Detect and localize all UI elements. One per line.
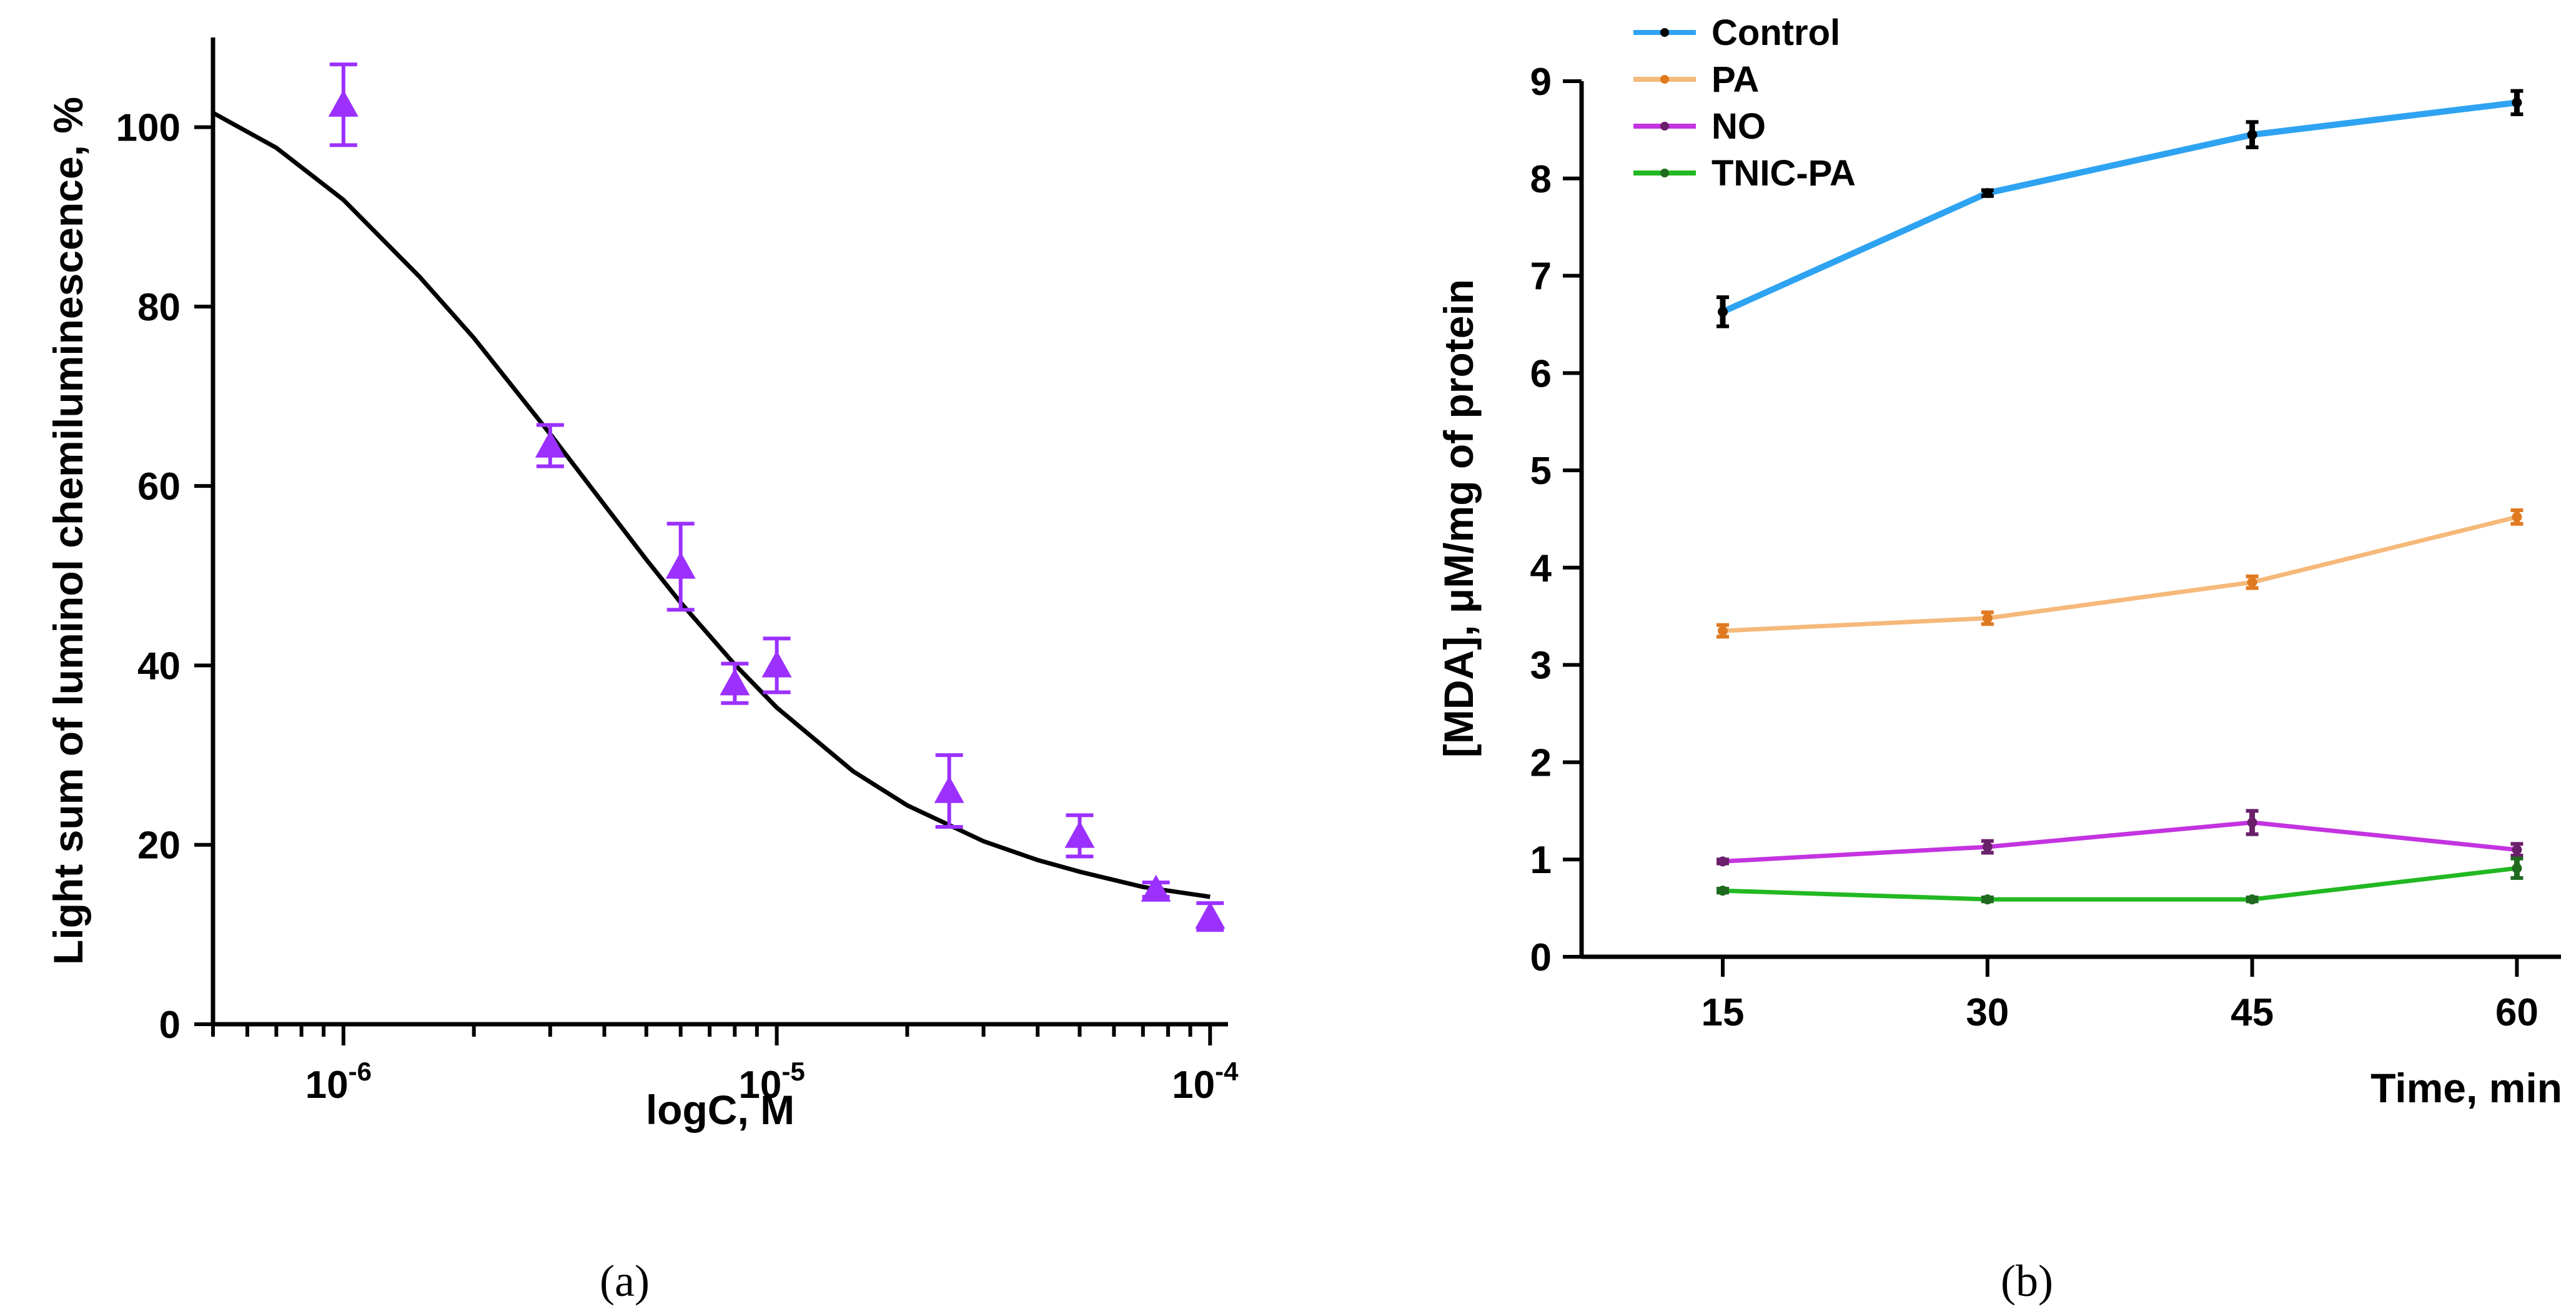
chart-a-triangle-marker [1064, 821, 1095, 848]
chart-b-y-tick-label: 2 [1530, 741, 1552, 784]
chart-b-point [2512, 863, 2522, 874]
chart-b-legend-label: NO [1712, 106, 1766, 147]
chart-b-point [1718, 626, 1728, 636]
chart-b-legend-label: Control [1712, 12, 1840, 53]
chart-b-point [2247, 577, 2257, 588]
chart-a-point [1141, 874, 1171, 902]
chart-a-x-axis-title: logC, M [646, 1087, 795, 1133]
chart-b-legend-item: NO [1633, 106, 1766, 147]
chart-b-y-tick-label: 6 [1530, 352, 1552, 395]
chart-b-legend-marker [1660, 122, 1669, 131]
chart-b-y-tick-label: 1 [1530, 839, 1552, 882]
chart-a-x-tick-base: 10 [305, 1064, 349, 1107]
chart-b-series-pa [1717, 508, 2524, 639]
chart-a-x-tick-exponent: -6 [349, 1057, 372, 1086]
chart-b-point [1718, 307, 1728, 317]
chart-a-y-tick-label: 0 [159, 1004, 181, 1047]
chart-b-y-tick-label: 5 [1530, 450, 1552, 493]
chart-b-series-line [1722, 820, 2517, 864]
chart-a-y-tick-label: 20 [137, 824, 181, 867]
chart-a-point [761, 636, 792, 694]
chart-a-point [720, 661, 750, 705]
chart-b-y-tick-label: 3 [1530, 645, 1552, 688]
chart-b-legend-item: TNIC-PA [1633, 153, 1856, 194]
chart-b-point [2247, 894, 2257, 905]
chart-b-point [2247, 129, 2257, 140]
chart-b-legend-label: TNIC-PA [1712, 153, 1856, 194]
chart-b-series-line [1722, 515, 2518, 633]
chart-b-x-axis-title: Time, min [2370, 1065, 2562, 1111]
chart-a-point [665, 521, 696, 612]
chart-b-point [1718, 886, 1728, 896]
chart-a-x-tick-base: 10 [738, 1064, 781, 1107]
chart-a-point [328, 62, 359, 147]
chart-b-point [1982, 841, 1993, 852]
chart-a-triangle-marker [720, 668, 750, 696]
chart-a-fit-curve [212, 111, 1211, 899]
chart-b-legend-label: PA [1712, 59, 1759, 100]
chart-b-legend: Control PA NO TNIC-PA [1633, 12, 1856, 194]
chart-a-y-axis-title: Light sum of luminol chemiluminescence, … [45, 97, 91, 965]
chart-a-point [934, 753, 964, 829]
chart-b-point [2512, 97, 2522, 108]
chart-a-triangle-marker [535, 430, 565, 458]
chart-a-triangle-marker [665, 551, 696, 579]
chart-b-y-tick-label: 9 [1530, 61, 1552, 104]
chart-b-x-tick-label: 60 [2495, 991, 2539, 1034]
chart-b-y-tick-label: 8 [1530, 158, 1552, 201]
chart-a-triangle-marker [328, 89, 359, 117]
chart-b-x-tick-label: 15 [1702, 991, 1745, 1034]
chart-a-x-tick-exponent: -4 [1215, 1057, 1239, 1086]
chart-b-legend-item: PA [1633, 59, 1759, 100]
chart-a-point [1195, 901, 1226, 932]
chart-b-point [1982, 188, 1993, 199]
chart-a-triangle-marker [1195, 901, 1226, 929]
chart-a-x-tick-label: 10-5 [738, 1057, 805, 1107]
chart-b-x-tick-label: 45 [2231, 991, 2274, 1034]
chart-b-y-axis-title: [MDA], μM/mg of protein [1435, 279, 1482, 758]
chart-a-point [1064, 813, 1095, 859]
chart-a-y-tick-label: 40 [137, 645, 181, 688]
chart-a-y-tick-label: 60 [137, 465, 181, 508]
chart-b-point [2247, 818, 2257, 828]
chart-b-point [2512, 844, 2522, 855]
chart-b-series-control [1717, 89, 2524, 328]
chart-b-series-line [1721, 99, 2518, 315]
chart-a-triangle-marker [934, 776, 964, 803]
chart-a-point [535, 423, 565, 468]
chart-a-triangle-marker [1141, 874, 1171, 902]
chart-a-x-tick-base: 10 [1172, 1064, 1215, 1107]
chart-b-y-tick-label: 4 [1530, 547, 1552, 590]
chart-b-y-tick-label: 7 [1530, 255, 1552, 299]
chart-b-point [2512, 511, 2522, 522]
chart-b-point [1982, 613, 1993, 623]
panel-label-a: (a) [600, 1256, 650, 1306]
chart-a-x-tick-label: 10-6 [305, 1057, 372, 1107]
chart-b-point [1718, 856, 1728, 867]
chart-b-legend-marker [1660, 28, 1669, 37]
chart-b-legend-marker [1660, 169, 1669, 177]
chart-b-series-no [1717, 809, 2524, 867]
chart-b-point [1982, 894, 1993, 905]
chart-b-x-tick-label: 30 [1966, 991, 2009, 1034]
chart-b-series-tnic-pa [1717, 856, 2524, 905]
chart-b-y-tick-label: 0 [1530, 936, 1552, 979]
chart-b-series-line [1722, 866, 2517, 902]
chart-a-x-tick-exponent: -5 [781, 1057, 805, 1086]
chart-a-y-tick-label: 100 [116, 107, 181, 150]
chart-a-triangle-marker [761, 650, 792, 678]
chart-b-legend-item: Control [1633, 12, 1840, 53]
chart-b-legend-marker [1660, 75, 1669, 84]
chart-a-y-tick-label: 80 [137, 286, 181, 329]
chart-a-x-tick-label: 10-4 [1172, 1057, 1239, 1107]
panel-label-b: (b) [2001, 1256, 2053, 1306]
